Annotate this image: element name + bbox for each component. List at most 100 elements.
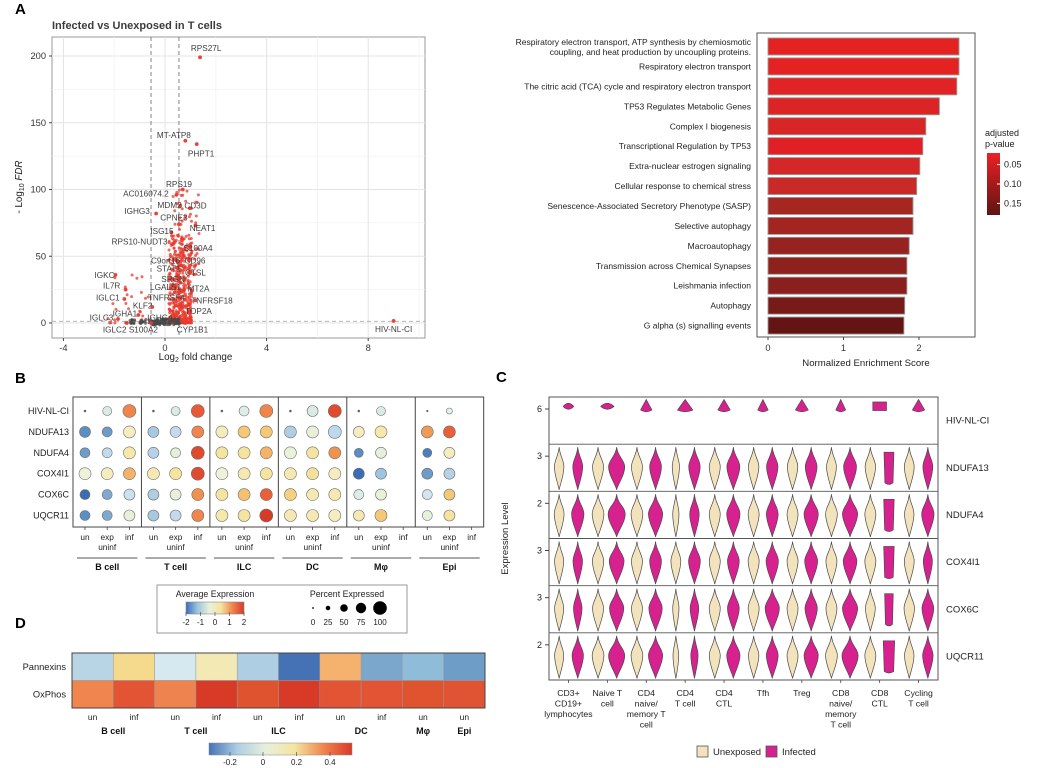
violin-category-label: CTL [716, 699, 733, 709]
heatmap-cell [319, 680, 362, 709]
svg-text:2: 2 [537, 640, 542, 650]
gene-label: AC016074.2 [123, 190, 169, 199]
pathway-label: Complex I biogenesis [670, 121, 751, 131]
svg-text:uninf: uninf [98, 542, 117, 552]
svg-text:200: 200 [30, 51, 46, 61]
heatmap-cell [402, 652, 444, 681]
dotplot-dot [422, 447, 433, 458]
dotplot-dot [289, 409, 292, 413]
svg-text:6: 6 [537, 404, 542, 414]
violin-infected [922, 635, 934, 679]
enrichment-bar [767, 236, 910, 255]
svg-text:1: 1 [227, 618, 232, 627]
violin-infected [883, 498, 895, 532]
heatmap-cell [443, 680, 486, 709]
heatmap-col-label: inf [212, 712, 222, 722]
heatmap-col-label: inf [295, 712, 305, 722]
dotplot-gene-label: UQCR11 [33, 511, 69, 521]
dotplot-dot [78, 467, 92, 481]
svg-text:-4: -4 [59, 343, 67, 353]
pathway-label: G alpha (s) signalling events [644, 321, 751, 331]
pathway-label: Respiratory electron transport [639, 61, 752, 71]
dotplot-group-label: ILC [237, 562, 252, 572]
violin-unexposed [903, 588, 915, 632]
svg-text:inf: inf [125, 532, 134, 542]
dotplot-dot [306, 467, 319, 481]
dotplot-dot [220, 409, 224, 413]
violin-infected [911, 398, 926, 413]
violin-infected [726, 447, 741, 490]
gene-point [122, 297, 127, 301]
svg-text:Infected: Infected [782, 747, 816, 758]
legend-swatch-unexposed [696, 745, 709, 758]
violin-infected [690, 635, 699, 679]
violin-gene-label: HIV-NL-CI [946, 416, 989, 427]
violin-gene-label: NDUFA4 [946, 510, 983, 521]
violin-infected [842, 494, 859, 538]
dotplot-dot [306, 446, 319, 460]
dotplot-dot [101, 447, 113, 459]
svg-text:inf: inf [399, 532, 408, 542]
violin-row-HIV-NL-CI: 6 HIV-NL-CI [537, 398, 989, 427]
gene-point [149, 321, 153, 325]
gene-point [187, 206, 192, 211]
violin-category-label: CD8 [871, 688, 889, 698]
dotplot-dot [259, 508, 274, 523]
svg-text:un: un [149, 532, 159, 542]
dotplot-dot [357, 409, 361, 413]
violin-infected [571, 494, 585, 538]
violin-unexposed [708, 494, 721, 538]
violin-unexposed [554, 541, 565, 585]
dotplot-group-label: DC [306, 562, 319, 572]
svg-text:2: 2 [916, 343, 921, 353]
violin-infected [726, 494, 741, 538]
heatmap-cell [154, 652, 197, 681]
violin-infected [609, 588, 625, 632]
svg-text:75: 75 [357, 618, 366, 627]
gene-point [125, 321, 129, 325]
gene-label: MT-ATP8 [157, 131, 191, 140]
heatmap-cell [154, 680, 197, 709]
gene-point [173, 285, 178, 289]
svg-text:25: 25 [324, 618, 333, 627]
enrichment-barchart: Respiratory electron transport, ATP synt… [516, 32, 1022, 369]
gene-label: STAT1 [157, 264, 182, 273]
svg-text:adjusted: adjusted [985, 128, 1019, 138]
heatmap-group-label: DC [355, 726, 368, 736]
heatmap-cell [360, 652, 403, 681]
svg-text:un: un [80, 532, 90, 542]
gene-label: TOP2A [185, 307, 212, 316]
heatmap-colorbar: -0.2 0 0.2 0.4 [208, 742, 353, 767]
heatmap-col-label: un [460, 712, 470, 722]
gene-point [178, 203, 183, 208]
enrichment-bar [767, 37, 960, 56]
volcano-points [106, 188, 201, 327]
svg-text:uninf: uninf [372, 542, 391, 552]
dotplot-dot [215, 467, 229, 481]
dotplot-dot [83, 409, 87, 413]
svg-text:0: 0 [261, 758, 266, 767]
dotplot-dot [101, 510, 113, 521]
pvalue-gradient [987, 153, 1000, 215]
dotplot-dot [79, 447, 91, 459]
heatmap-cell [278, 680, 321, 709]
svg-text:exp: exp [169, 532, 183, 542]
svg-text:1: 1 [841, 343, 846, 353]
gene-label: IGLC1 [96, 294, 120, 303]
violin-unexposed [786, 494, 799, 538]
svg-text:0.10: 0.10 [1004, 179, 1022, 189]
pathway-label: Cellular response to chemical stress [614, 181, 751, 191]
svg-text:100: 100 [373, 618, 387, 627]
violin-infected [608, 635, 626, 679]
violin-infected [649, 447, 662, 490]
violin-infected [765, 541, 779, 585]
gene-label: TNFRSF4 [148, 294, 185, 303]
violin-category-label: Naive T [592, 688, 622, 698]
dotplot-dot [237, 467, 251, 481]
dotplot-dot [306, 405, 319, 417]
svg-text:8: 8 [366, 343, 371, 353]
panel-d-label: D [15, 615, 26, 632]
